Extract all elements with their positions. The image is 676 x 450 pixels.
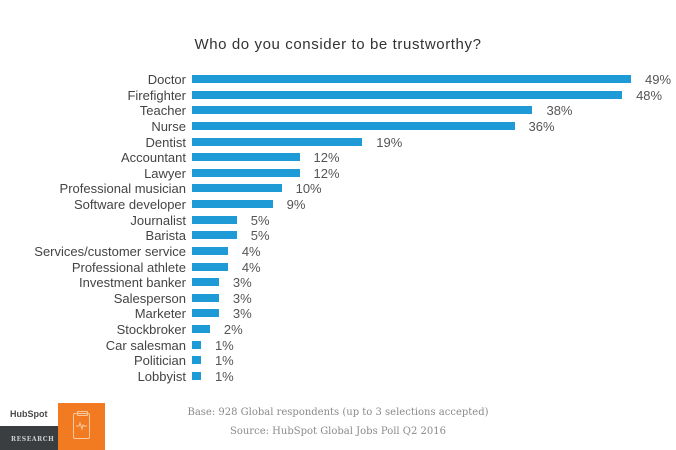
bar	[192, 184, 282, 193]
value-label: 1%	[214, 353, 234, 369]
research-banner	[0, 426, 58, 450]
bar	[192, 153, 300, 162]
category-label: Doctor	[147, 72, 186, 87]
value-label: 19%	[376, 134, 403, 150]
category-label: Journalist	[130, 212, 186, 228]
category-label: Stockbroker	[116, 322, 186, 338]
bar	[192, 215, 237, 224]
category-label: Services/customer service	[34, 243, 186, 259]
category-label: Politician	[133, 353, 186, 369]
category-label: Car salesman	[105, 337, 186, 353]
bar-row: Doctor 49%	[0, 72, 676, 88]
bar	[192, 309, 219, 318]
category-label: Professional athlete	[71, 259, 186, 275]
source-note: Source: HubSpot Global Jobs Poll Q2 2016	[230, 426, 446, 437]
category-label: Salesperson	[113, 290, 186, 306]
category-label: Barista	[145, 228, 186, 244]
research-label: RESEARCH	[11, 436, 55, 443]
bar-row: Barista 5%	[0, 228, 676, 244]
bar	[192, 371, 201, 380]
category-label: Dentist	[145, 134, 186, 150]
value-label: 38%	[546, 103, 573, 119]
hubspot-logo: HubSpot	[10, 409, 48, 419]
bar-row: Lawyer 12%	[0, 166, 676, 182]
category-label: Nurse	[151, 118, 186, 134]
value-label: 3%	[232, 306, 252, 322]
category-label: Accountant	[120, 150, 186, 166]
value-label: 5%	[250, 212, 270, 228]
value-label: 48%	[636, 87, 663, 103]
bar-row: Accountant 12%	[0, 150, 676, 166]
base-note: Base: 928 Global respondents (up to 3 se…	[187, 407, 489, 418]
bar	[192, 121, 515, 130]
category-label: Investment banker	[79, 275, 186, 291]
value-label: 12%	[313, 165, 340, 181]
value-label: 5%	[250, 228, 270, 244]
bar	[192, 278, 219, 287]
bar-row: Services/customer service 4%	[0, 244, 676, 260]
category-label: Software developer	[73, 197, 186, 213]
bar-row: Nurse 36%	[0, 119, 676, 135]
bar-row: Salesperson 3%	[0, 291, 676, 307]
category-label: Lawyer	[144, 165, 186, 181]
bar-row: Politician 1%	[0, 353, 676, 369]
bar-row: Teacher 38%	[0, 103, 676, 119]
bar	[192, 90, 623, 99]
bar-row: Software developer 9%	[0, 197, 676, 213]
category-label: Marketer	[134, 306, 186, 322]
hubspot-logo-panel	[0, 403, 58, 426]
bar-row: Lobbyist 1%	[0, 369, 676, 385]
bar-row: Journalist 5%	[0, 213, 676, 229]
bar-row: Professional athlete 4%	[0, 260, 676, 276]
bar	[192, 200, 273, 209]
bar-row: Dentist 19%	[0, 135, 676, 151]
value-label: 3%	[232, 290, 252, 306]
value-label: 36%	[528, 118, 555, 134]
bar	[192, 168, 300, 177]
bar	[192, 231, 237, 240]
bar	[192, 356, 201, 365]
value-label: 1%	[214, 337, 234, 353]
value-label: 10%	[295, 181, 322, 197]
category-label: Firefighter	[127, 87, 186, 103]
chart-title: Who do you consider to be trustworthy?	[194, 36, 482, 53]
value-label: 4%	[241, 243, 261, 259]
category-label: Teacher	[139, 103, 186, 119]
bar-row: Professional musician 10%	[0, 181, 676, 197]
bar	[192, 137, 363, 146]
value-label: 49%	[645, 72, 672, 87]
value-label: 3%	[232, 275, 252, 291]
bar-row: Investment banker 3%	[0, 275, 676, 291]
value-label: 12%	[313, 150, 340, 166]
bar	[192, 325, 210, 334]
value-label: 1%	[214, 368, 234, 384]
category-label: Lobbyist	[137, 368, 186, 384]
bar-row: Stockbroker 2%	[0, 322, 676, 338]
bar-row: Marketer 3%	[0, 306, 676, 322]
bar	[192, 293, 219, 302]
bar	[192, 262, 228, 271]
bar	[192, 75, 632, 83]
bar	[192, 246, 228, 255]
bar	[192, 340, 201, 349]
clipboard-pulse-icon	[73, 411, 90, 439]
category-label: Professional musician	[59, 181, 186, 197]
value-label: 2%	[223, 322, 243, 338]
value-label: 9%	[286, 197, 306, 213]
value-label: 4%	[241, 259, 261, 275]
bar-row: Car salesman 1%	[0, 338, 676, 354]
bar	[192, 106, 533, 115]
bar-row: Firefighter 48%	[0, 88, 676, 104]
